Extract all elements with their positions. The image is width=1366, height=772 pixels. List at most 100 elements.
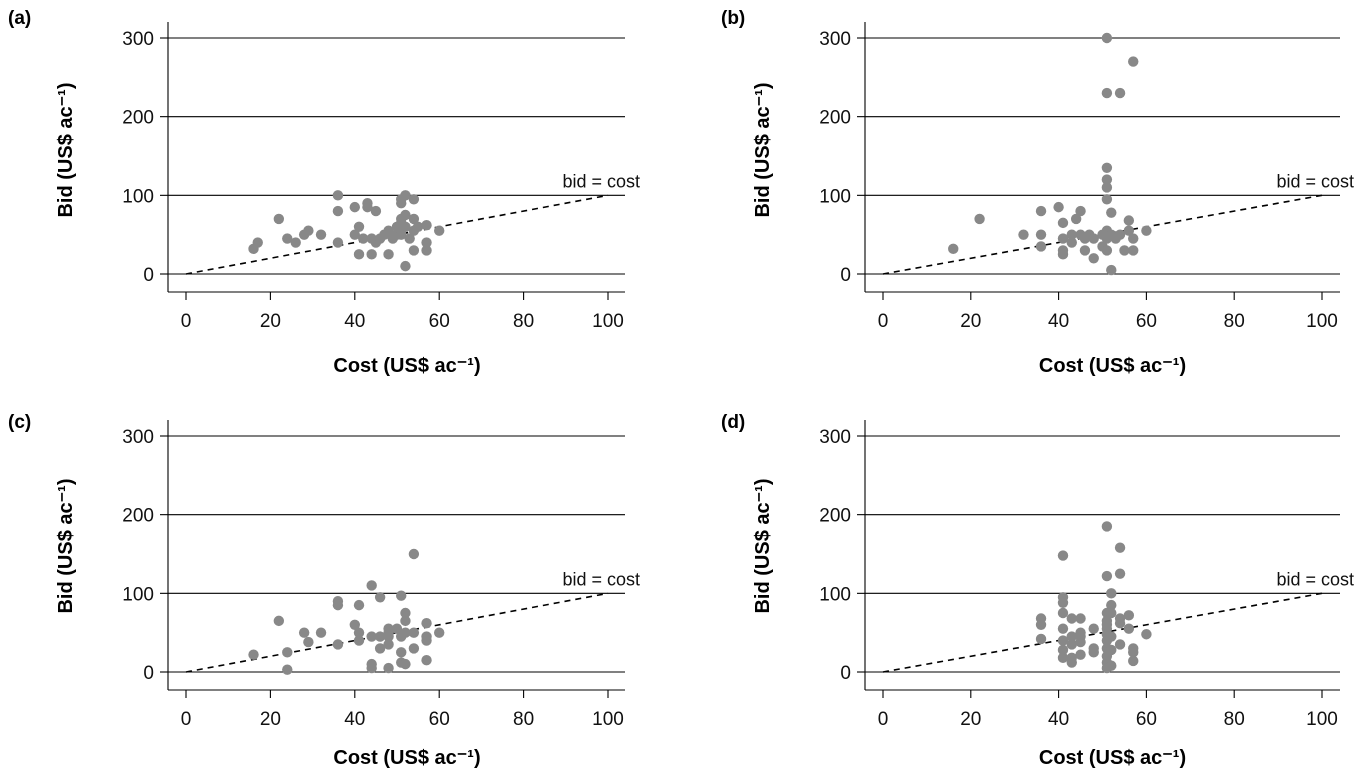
x-tick-label: 0 <box>181 311 192 332</box>
x-tick-label: 0 <box>878 709 889 730</box>
x-tick-label: 0 <box>181 709 192 730</box>
x-tick-label: 100 <box>1306 311 1338 332</box>
data-point <box>1106 588 1117 599</box>
data-point <box>1057 623 1069 634</box>
data-point <box>1057 644 1069 656</box>
y-axis-title: Bid (US$ ac⁻¹) <box>752 478 774 613</box>
data-point <box>1066 237 1077 248</box>
data-point <box>1018 229 1029 240</box>
data-point <box>1101 182 1113 193</box>
data-point <box>366 631 377 642</box>
y-tick-label: 0 <box>143 663 154 684</box>
data-point <box>349 201 360 213</box>
data-point <box>353 599 365 611</box>
data-point <box>1114 639 1126 650</box>
data-point <box>408 627 420 638</box>
data-point <box>1101 570 1113 582</box>
data-point <box>1075 636 1086 648</box>
data-point <box>1057 550 1069 561</box>
data-point <box>374 631 386 642</box>
data-point <box>1106 631 1117 642</box>
data-point <box>408 245 420 256</box>
y-axis-title: Bid (US$ ac⁻¹) <box>752 82 774 217</box>
data-point <box>1070 213 1082 225</box>
data-point <box>1066 631 1077 642</box>
data-point <box>374 643 386 654</box>
data-point <box>1088 253 1099 264</box>
data-point <box>1066 613 1077 624</box>
data-point <box>353 221 365 232</box>
panel-label: (b) <box>721 8 745 29</box>
data-point <box>400 607 411 619</box>
scatter-panel-a: (a) 0 100 200 300 0 20 40 60 80 100 bid = cost Cost… <box>0 0 683 386</box>
data-point <box>383 249 394 260</box>
data-point <box>1114 618 1126 629</box>
data-point <box>434 627 445 638</box>
data-point <box>1114 542 1126 553</box>
data-point <box>332 237 344 248</box>
panel-label: (c) <box>8 412 31 433</box>
data-point <box>421 655 432 666</box>
data-point <box>412 221 424 232</box>
scatter-plot-d: (d) 0 100 200 300 0 20 40 60 80 100 bid = cost Cost… <box>721 412 1354 769</box>
data-point <box>383 225 394 236</box>
data-point <box>1119 245 1130 256</box>
data-point <box>1106 644 1117 656</box>
data-point <box>332 190 344 201</box>
data-point <box>383 639 394 650</box>
y-tick-label: 300 <box>819 29 851 50</box>
y-tick-label: 200 <box>819 108 851 129</box>
data-point <box>353 249 365 260</box>
data-point <box>396 590 407 601</box>
data-point <box>1088 643 1099 654</box>
data-point <box>290 237 301 248</box>
data-point <box>282 233 293 244</box>
data-point <box>1057 635 1069 646</box>
scatter-plot-a: (a) 0 100 200 300 0 20 40 60 80 100 bid = cost Cost… <box>8 8 640 377</box>
panel-label: (d) <box>721 412 745 433</box>
data-point <box>315 229 327 240</box>
x-tick-label: 20 <box>960 311 981 332</box>
data-point <box>1075 649 1086 660</box>
y-axis-title: Bid (US$ ac⁻¹) <box>55 82 77 217</box>
data-point <box>1053 201 1064 213</box>
x-tick-label: 40 <box>344 709 365 730</box>
data-point <box>400 190 411 201</box>
data-point <box>349 619 360 630</box>
x-axis-title: Cost (US$ ac⁻¹) <box>333 747 480 769</box>
data-point <box>974 213 985 225</box>
x-tick-label: 40 <box>344 311 365 332</box>
data-point <box>1106 264 1117 276</box>
x-axis-title: Cost (US$ ac⁻¹) <box>333 355 480 377</box>
data-point <box>948 243 959 255</box>
x-tick-label: 100 <box>592 709 624 730</box>
y-tick-label: 0 <box>143 265 154 286</box>
x-tick-label: 60 <box>1136 311 1157 332</box>
data-point <box>1128 56 1139 67</box>
data-point <box>1141 225 1152 236</box>
y-tick-label: 300 <box>122 29 154 50</box>
data-point <box>1035 241 1047 252</box>
scatter-panel-b: (b) 0 100 200 300 0 20 40 60 80 100 bid = cost Cost… <box>683 0 1366 386</box>
data-point <box>273 615 285 627</box>
data-point <box>1128 655 1139 667</box>
x-tick-label: 100 <box>592 311 624 332</box>
data-point <box>396 647 407 658</box>
data-point <box>1057 597 1069 608</box>
data-point <box>421 220 432 231</box>
data-point <box>1101 245 1113 256</box>
data-point <box>1075 613 1086 624</box>
x-tick-label: 40 <box>1048 311 1069 332</box>
y-tick-label: 200 <box>819 506 851 527</box>
x-tick-label: 40 <box>1048 709 1069 730</box>
data-point <box>1128 245 1139 256</box>
data-point <box>1088 233 1099 244</box>
data-point <box>370 205 382 217</box>
data-point <box>1066 229 1077 240</box>
data-point <box>396 198 407 209</box>
data-point <box>1106 207 1117 218</box>
data-point <box>391 623 403 634</box>
data-point <box>1101 194 1113 205</box>
data-point <box>434 225 445 236</box>
data-point <box>1088 623 1099 634</box>
